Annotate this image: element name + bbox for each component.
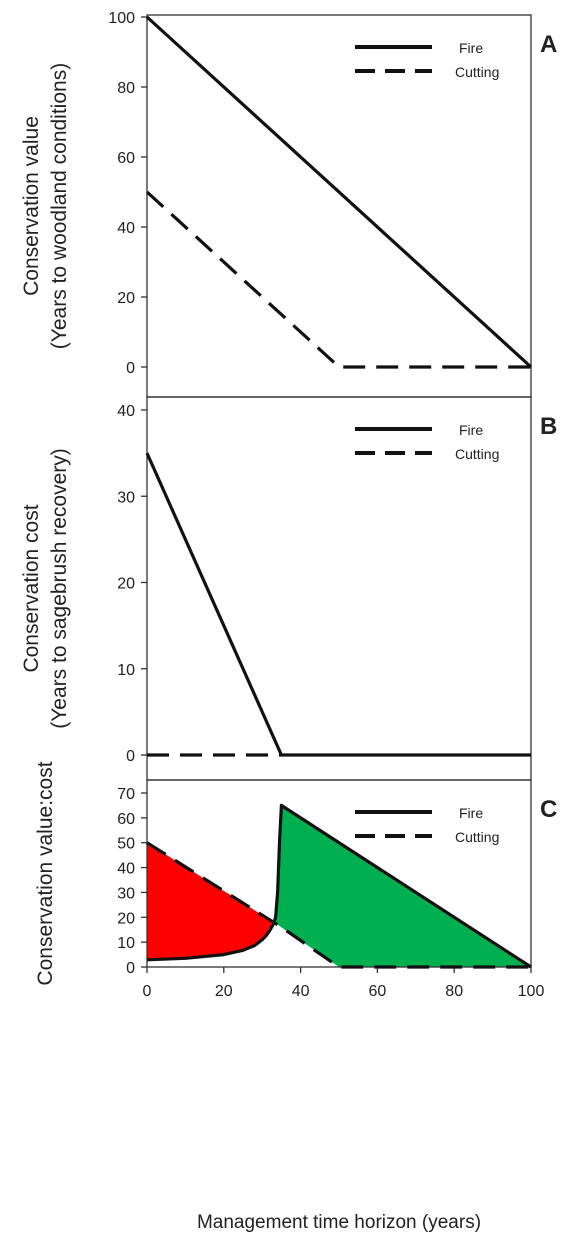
panel-B-legend-label: Fire <box>459 422 483 438</box>
panel-A-legend-label: Fire <box>459 40 483 56</box>
panel-C-legend-label: Cutting <box>455 829 499 845</box>
panel-C-xtick-label: 60 <box>369 983 387 1000</box>
panel-A-letter: A <box>540 31 557 58</box>
panel-C-ytick-label: 0 <box>126 960 135 977</box>
panel-C-ytick-label: 10 <box>117 935 135 952</box>
panel-B-ylabel: Conservation cost <box>20 504 43 672</box>
panel-A-legend-label: Cutting <box>455 64 499 80</box>
panel-C-legend-label: Fire <box>459 805 483 821</box>
panel-B-ytick-label: 20 <box>117 576 135 593</box>
panel-B-ytick-label: 30 <box>117 489 135 506</box>
panel-A-ylabel: (Years to woodland conditions) <box>48 63 71 349</box>
panel-C-xtick-label: 20 <box>215 983 233 1000</box>
panel-C-ytick-label: 70 <box>117 786 135 803</box>
panel-C-ylabel: Conservation value:cost <box>34 761 57 985</box>
panel-A-ylabel: Conservation value <box>20 116 43 296</box>
panel-A-ytick-label: 60 <box>117 150 135 167</box>
panel-C-ytick-label: 50 <box>117 836 135 853</box>
panel-A-ytick-label: 0 <box>126 360 135 377</box>
panel-B-legend-label: Cutting <box>455 446 499 462</box>
panel-A-series-cutting-line <box>145 190 531 369</box>
panel-B-ylabel: (Years to sagebrush recovery) <box>48 448 71 729</box>
panel-C-ytick-label: 20 <box>117 910 135 927</box>
panel-C-ytick-label: 40 <box>117 861 135 878</box>
panel-C-ytick-label: 30 <box>117 885 135 902</box>
panel-B-letter: B <box>540 413 557 440</box>
x-axis-title: Management time horizon (years) <box>197 1212 481 1233</box>
panel-C-xtick-label: 0 <box>143 983 152 1000</box>
panel-B-ytick-label: 10 <box>117 662 135 679</box>
panel-C-xtick-label: 40 <box>292 983 310 1000</box>
panel-C-frame <box>146 779 532 968</box>
panel-A-ytick-label: 20 <box>117 290 135 307</box>
cutting-advantage-area <box>147 842 272 960</box>
panel-C-ytick-label: 60 <box>117 811 135 828</box>
panel-C-series-fire-line <box>146 803 532 969</box>
panel-A-ytick-label: 40 <box>117 220 135 237</box>
panel-A-series-fire-line <box>145 15 533 369</box>
panel-C-xtick-label: 100 <box>518 983 545 1000</box>
panel-C-letter: C <box>540 796 557 823</box>
panel-C-xtick-label: 80 <box>445 983 463 1000</box>
panel-B-ytick-label: 0 <box>126 748 135 765</box>
panel-A-ytick-label: 100 <box>108 10 135 27</box>
panel-B-series-fire-line <box>145 452 531 757</box>
panel-B-ytick-label: 40 <box>117 403 135 420</box>
panel-A-ytick-label: 80 <box>117 80 135 97</box>
